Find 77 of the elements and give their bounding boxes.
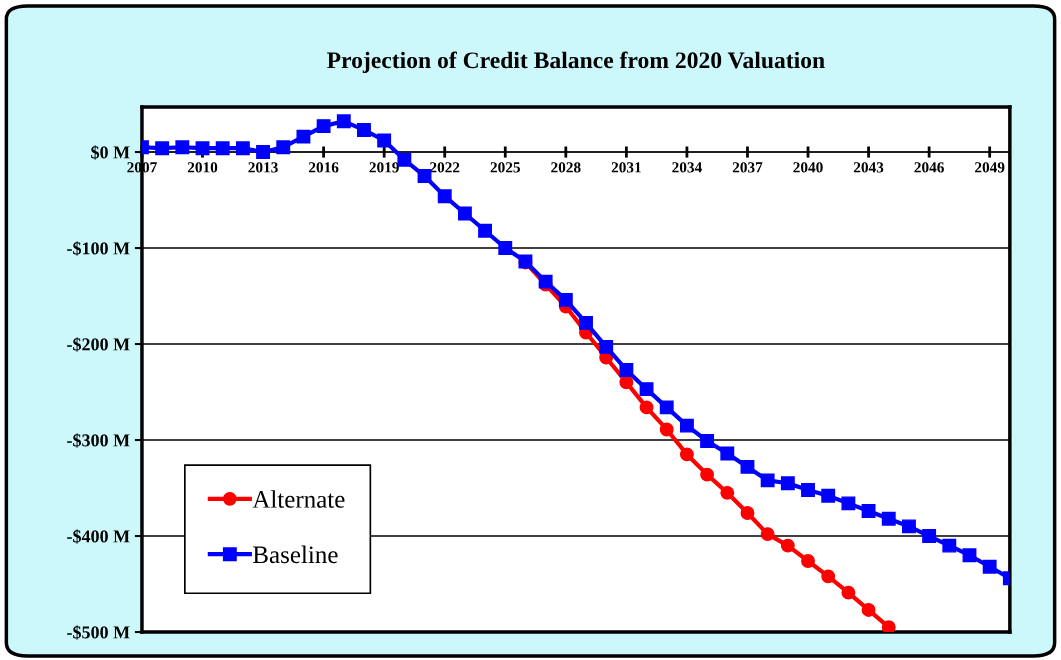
y-tick-label: -$300 M	[67, 433, 130, 448]
point	[579, 315, 593, 330]
x-tick-label: 2037	[732, 162, 763, 173]
point	[377, 133, 392, 148]
point	[639, 382, 654, 397]
point	[215, 141, 230, 156]
point	[175, 140, 190, 155]
point	[841, 585, 856, 600]
point	[155, 141, 170, 156]
point	[801, 554, 815, 568]
point	[982, 559, 997, 574]
point	[619, 363, 634, 377]
point	[720, 485, 735, 500]
point	[821, 488, 836, 503]
point	[700, 467, 715, 482]
x-tick-label: 2031	[611, 162, 641, 173]
x-tick-label: 2016	[308, 162, 339, 173]
x-tick-label: 2013	[248, 162, 278, 173]
point	[901, 519, 916, 534]
point	[679, 418, 694, 433]
x-tick-label: 2040	[793, 162, 823, 173]
point	[659, 422, 674, 437]
x-tick-label: 2025	[490, 162, 520, 173]
point	[397, 152, 412, 167]
point	[861, 602, 876, 617]
legend-label: Alternate	[252, 490, 345, 508]
point	[498, 241, 513, 255]
point	[780, 476, 795, 491]
point	[558, 292, 573, 307]
point	[740, 506, 755, 520]
point	[639, 400, 654, 415]
legend-label: Baseline	[253, 545, 338, 564]
x-tick-label: 2028	[551, 162, 581, 173]
point	[922, 529, 937, 543]
point	[659, 400, 674, 415]
point	[801, 482, 815, 497]
y-tick-label: -$500 M	[67, 625, 130, 640]
x-tick-label: 2010	[187, 162, 218, 173]
point	[357, 123, 371, 137]
point	[316, 119, 331, 134]
point	[235, 141, 250, 156]
point	[861, 504, 876, 519]
y-tick-label: -$200 M	[67, 337, 130, 352]
y-tick-label: -$400 M	[67, 529, 130, 544]
point	[478, 223, 493, 238]
point	[417, 169, 432, 183]
point	[740, 459, 755, 474]
x-tick-label: 2043	[853, 162, 884, 173]
y-tick-label: $0 M	[91, 145, 130, 160]
y-tick-label: -$100 M	[67, 241, 130, 256]
chart-title: Projection of Credit Balance from 2020 Valuation	[327, 51, 825, 74]
x-tick-label: 2022	[430, 162, 460, 173]
point	[942, 538, 957, 553]
x-tick-label: 2049	[975, 162, 1005, 173]
point	[760, 527, 775, 542]
x-tick-label: 2046	[914, 162, 944, 173]
point	[841, 496, 856, 511]
point	[780, 538, 795, 553]
point	[881, 620, 896, 633]
point	[881, 511, 896, 526]
x-tick-label: 2019	[369, 162, 399, 173]
point	[336, 114, 351, 129]
point	[195, 141, 210, 156]
point	[700, 434, 715, 448]
point	[276, 140, 291, 155]
point	[679, 447, 694, 462]
point	[437, 189, 452, 204]
point	[256, 145, 271, 159]
point	[619, 375, 634, 390]
point	[821, 569, 836, 584]
point	[720, 446, 735, 461]
point	[457, 206, 472, 221]
point	[296, 129, 311, 144]
point	[760, 473, 775, 488]
point	[599, 339, 614, 354]
point	[962, 548, 977, 563]
x-tick-label: 2034	[672, 162, 702, 173]
